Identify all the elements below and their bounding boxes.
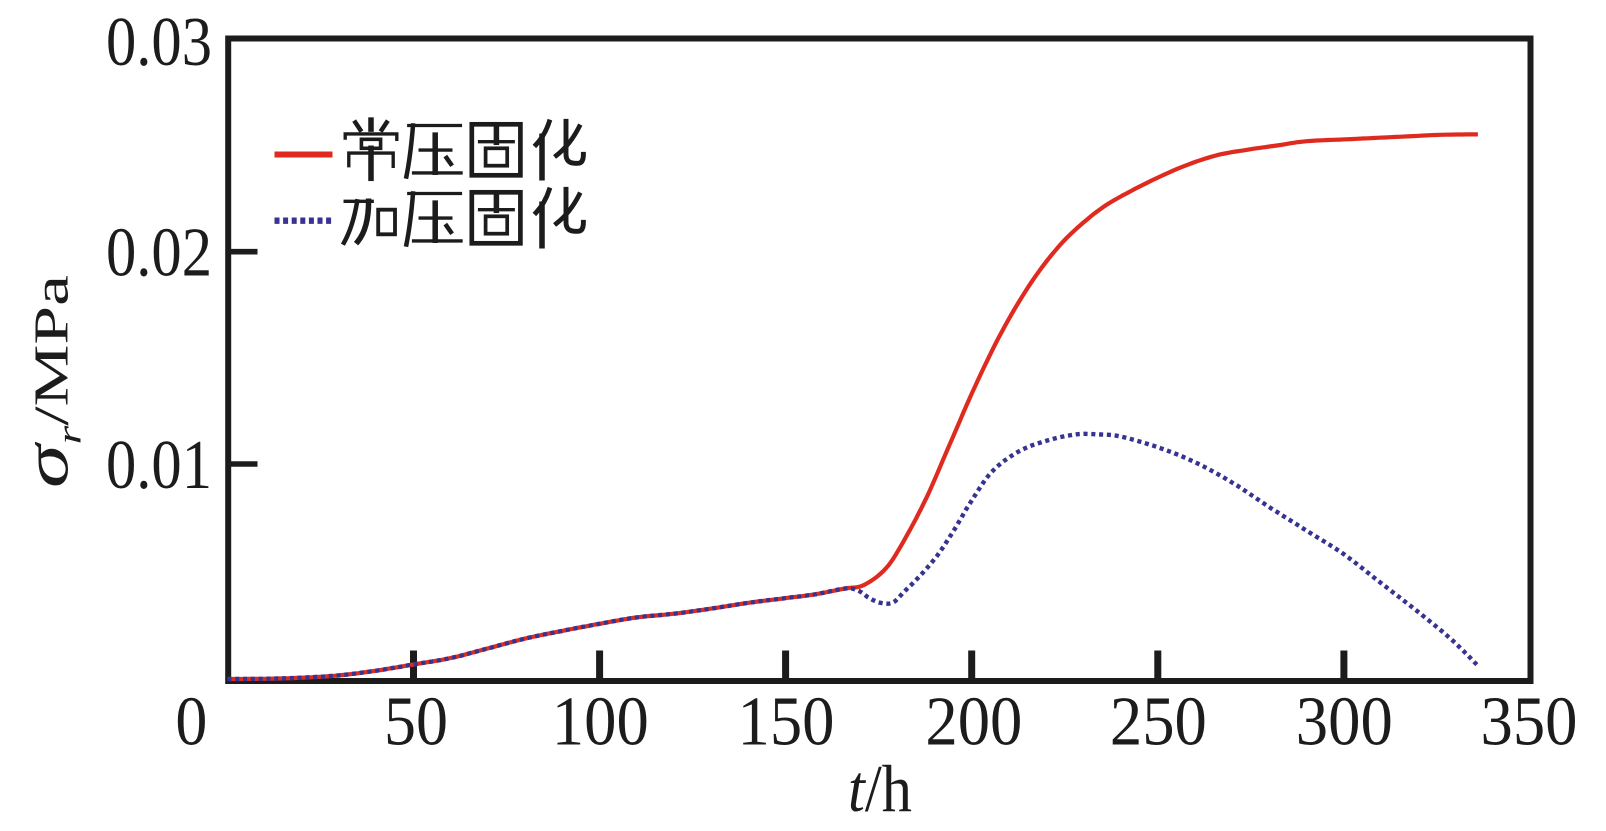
- svg-text:0.01: 0.01: [106, 427, 212, 504]
- svg-text:50: 50: [384, 684, 448, 761]
- svg-text:0: 0: [175, 684, 207, 761]
- svg-text:t/h: t/h: [848, 752, 912, 826]
- svg-text:200: 200: [925, 684, 1022, 761]
- svg-text:300: 300: [1296, 684, 1393, 761]
- svg-text:350: 350: [1481, 684, 1578, 761]
- svg-text:0.02: 0.02: [106, 215, 212, 292]
- svg-text:0.03: 0.03: [106, 4, 212, 81]
- svg-text:σr/MPa: σr/MPa: [13, 275, 89, 488]
- svg-text:150: 150: [738, 684, 835, 761]
- svg-text:250: 250: [1110, 684, 1207, 761]
- svg-text:100: 100: [552, 684, 649, 761]
